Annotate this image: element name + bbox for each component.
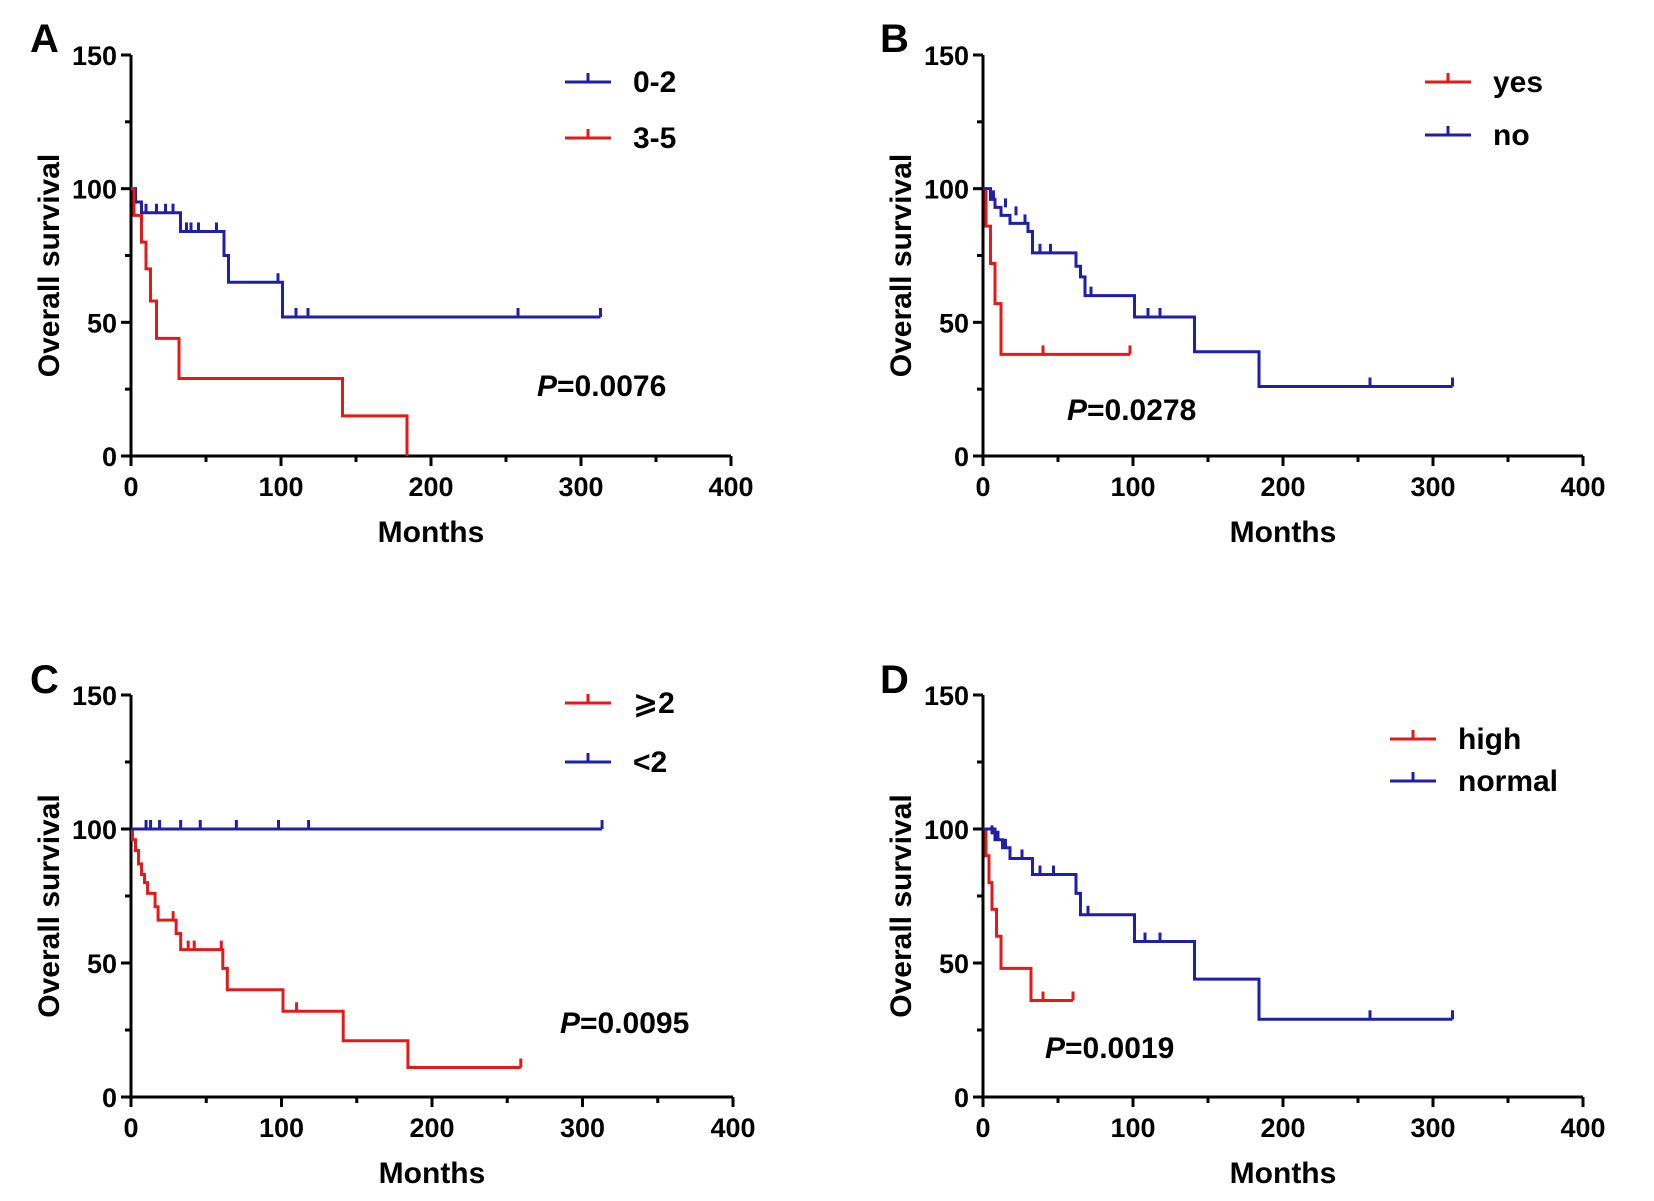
y-tick-label: 150 [924,41,969,71]
x-tick-label: 100 [259,1113,304,1143]
y-axis-title: Overall survival [33,794,66,1017]
y-tick-label: 100 [924,175,969,205]
y-tick-label: 0 [102,1083,117,1113]
km-curve-b-2 [983,187,1453,388]
p-value-text: =0.0076 [557,370,666,403]
x-tick-label: 300 [560,1113,605,1143]
legend-label: yes [1493,66,1543,99]
panel-d-letter: D [880,658,909,702]
legend-label: 3-5 [633,122,676,155]
panel-b: B 0 50 100 150 0 100 200 300 400 Months Overall su… [880,17,1606,549]
panel-c: C 0 50 100 150 0 100 200 300 400 Months Overall su… [30,658,756,1190]
km-curve-c-1 [131,827,521,1070]
legend-label: 0-2 [633,66,676,99]
y-tick-label: 100 [924,815,969,845]
panel-c-letter: C [30,658,59,702]
x-tick-label: 100 [258,472,303,502]
p-value-label: P=0.0076 [537,370,666,403]
y-tick-label: 50 [87,308,117,338]
km-curve-d-2 [983,827,1453,1021]
y-tick-label: 100 [72,175,117,205]
y-tick-label: 0 [102,442,117,472]
p-value-text: =0.0019 [1065,1032,1174,1065]
p-value-symbol: P [537,370,558,403]
y-tick-label: 100 [72,815,117,845]
p-value-text: =0.0095 [580,1007,689,1040]
y-tick-label: 50 [939,308,969,338]
km-curve-b-1 [983,187,1130,356]
y-axis-title: Overall survival [885,794,918,1017]
p-value-text: =0.0278 [1087,394,1196,427]
x-axis-title: Months [378,516,485,549]
p-value-symbol: P [1045,1032,1066,1065]
km-curve-a-1 [131,187,601,319]
p-value-label: P=0.0019 [1045,1032,1174,1065]
km-curve-d-1 [983,827,1073,1003]
x-axis-title: Months [1230,516,1337,549]
x-tick-label: 400 [1560,472,1605,502]
y-tick-label: 150 [72,681,117,711]
x-axis-title: Months [1230,1157,1337,1190]
x-tick-label: 200 [409,1113,454,1143]
y-tick-label: 50 [939,949,969,979]
x-tick-label: 0 [123,472,138,502]
panel-b-letter: B [880,17,909,61]
y-tick-label: 50 [87,949,117,979]
legend-label: normal [1458,765,1558,798]
x-tick-label: 0 [975,472,990,502]
x-tick-label: 400 [708,472,753,502]
p-value-label: P=0.0278 [1067,394,1196,427]
x-tick-label: 200 [1260,472,1305,502]
y-tick-label: 0 [954,1083,969,1113]
y-tick-label: 0 [954,442,969,472]
x-tick-label: 200 [1260,1113,1305,1143]
panel-d: D 0 50 100 150 0 100 200 300 400 Months Overall su… [880,658,1606,1190]
p-value-symbol: P [560,1007,581,1040]
panel-a: A 0 50 100 150 0 100 200 300 400 Months Overall su… [30,17,754,549]
x-tick-label: 200 [408,472,453,502]
y-axis-title: Overall survival [885,154,918,377]
y-axis-title: Overall survival [33,154,66,377]
x-tick-label: 100 [1110,1113,1155,1143]
x-tick-label: 400 [1560,1113,1605,1143]
y-tick-label: 150 [72,41,117,71]
x-tick-label: 300 [1410,1113,1455,1143]
x-tick-label: 0 [975,1113,990,1143]
legend-label: no [1493,119,1530,152]
legend-label: <2 [633,746,667,779]
p-value-label: P=0.0095 [560,1007,689,1040]
x-tick-label: 400 [710,1113,755,1143]
legend-label: ⩾2 [633,687,675,720]
y-tick-label: 150 [924,681,969,711]
km-curve-a-2 [131,187,409,456]
x-tick-label: 0 [123,1113,138,1143]
legend-label: high [1458,723,1521,756]
p-value-symbol: P [1067,394,1088,427]
x-tick-label: 100 [1110,472,1155,502]
x-axis-title: Months [379,1157,486,1190]
x-tick-label: 300 [558,472,603,502]
panel-a-letter: A [30,17,59,61]
x-tick-label: 300 [1410,472,1455,502]
